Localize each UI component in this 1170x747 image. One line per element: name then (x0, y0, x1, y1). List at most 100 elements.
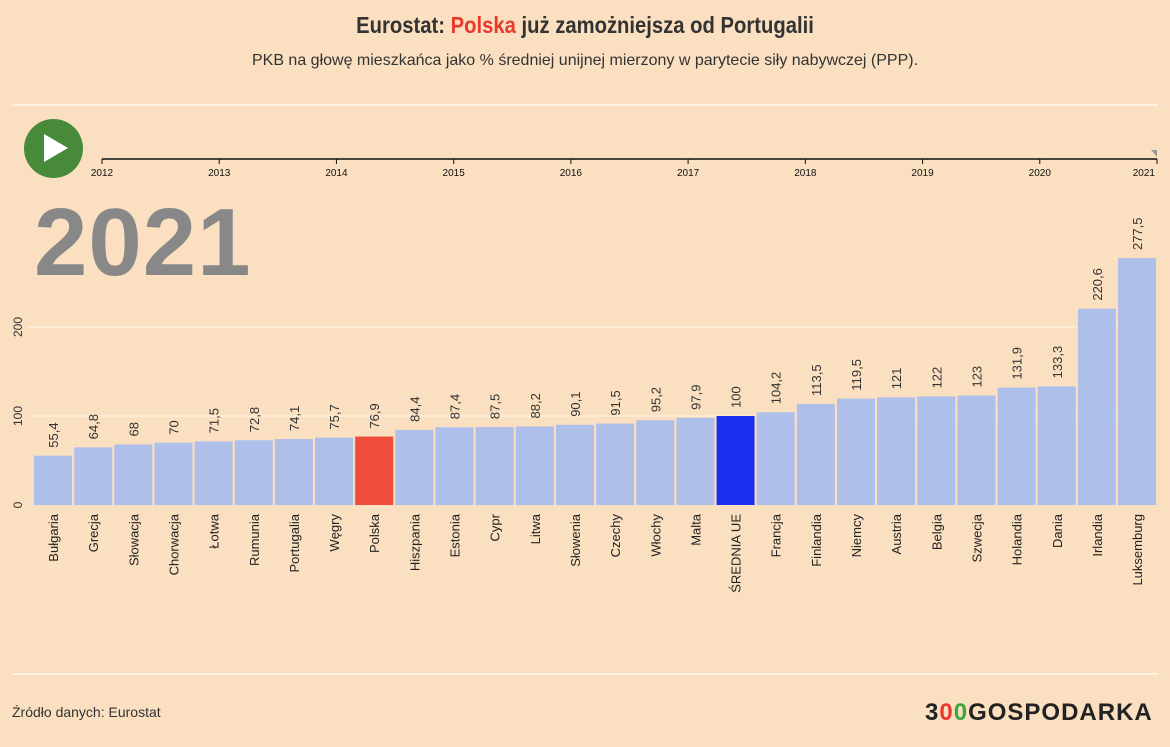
timeline-year-label[interactable]: 2017 (677, 168, 700, 179)
timeline-year-label[interactable]: 2012 (91, 168, 114, 179)
x-tick-label: Cypr (488, 513, 503, 541)
data-label: 68 (126, 422, 141, 436)
play-icon[interactable] (24, 119, 83, 178)
bar-Łotwa (194, 441, 233, 505)
timeline-year-label[interactable]: 2016 (560, 168, 583, 179)
bar-Czechy (596, 423, 635, 505)
data-label: 97,9 (688, 385, 703, 410)
data-label: 95,2 (648, 387, 663, 412)
timeline-year-label[interactable]: 2013 (208, 168, 231, 179)
x-tick-label: Rumunia (247, 513, 262, 566)
data-label: 131,9 (1010, 347, 1025, 380)
timeline-year-label[interactable]: 2018 (794, 168, 817, 179)
timeline-year-label[interactable]: 2015 (443, 168, 466, 179)
x-tick-label: Czechy (608, 514, 623, 558)
x-tick-label: Chorwacja (166, 513, 181, 575)
data-label: 76,9 (367, 403, 382, 428)
bar-Portugalia (274, 439, 313, 505)
data-label: 121 (889, 368, 904, 390)
divider-bottom (12, 673, 1158, 675)
bar-Finlandia (796, 403, 835, 505)
data-label: 72,8 (247, 407, 262, 432)
timeline-year-label[interactable]: 2019 (911, 168, 934, 179)
data-label: 64,8 (86, 414, 101, 439)
x-tick-label: Szwecja (969, 513, 984, 562)
bar-Austria (877, 397, 916, 505)
x-tick-label: Portugalia (287, 513, 302, 572)
x-tick-label: Bułgaria (46, 513, 61, 561)
x-tick-label: Grecja (86, 513, 101, 552)
data-label: 55,4 (46, 422, 61, 447)
data-label: 220,6 (1090, 268, 1105, 301)
bar-Holandia (997, 387, 1036, 505)
data-label: 74,1 (287, 406, 302, 431)
data-label: 87,4 (448, 394, 463, 419)
bar-Węgry (315, 437, 354, 505)
data-label: 71,5 (207, 408, 222, 433)
x-tick-label: Łotwa (207, 513, 222, 548)
bar-Belgia (917, 396, 956, 505)
x-tick-label: Francja (769, 513, 784, 557)
x-tick-label: Dania (1050, 513, 1065, 548)
timeline-year-label[interactable]: 2021 (1133, 168, 1156, 179)
timeline-year-label[interactable]: 2014 (325, 168, 348, 179)
bar-Estonia (435, 427, 474, 505)
timeline-year-label[interactable]: 2020 (1029, 168, 1052, 179)
chart-subtitle: PKB na głowę mieszkańca jako % średniej … (251, 52, 919, 69)
bar-Rumunia (234, 440, 273, 505)
logo: 300GOSPODARKA (925, 699, 1153, 726)
bar-Niemcy (837, 398, 875, 505)
bar-Grecja (74, 447, 113, 505)
timeline-handle[interactable] (1151, 150, 1157, 157)
data-label: 87,5 (488, 394, 503, 419)
bar-Irlandia (1077, 308, 1116, 505)
data-label: 70 (166, 420, 181, 434)
x-tick-label: Belgia (929, 513, 944, 550)
x-tick-label: Luksemburg (1130, 514, 1145, 586)
y-tick-label: 0 (11, 501, 25, 508)
title-highlight: Polska (450, 12, 516, 38)
data-label: 84,4 (407, 397, 422, 422)
data-label: 100 (729, 386, 744, 408)
x-tick-label: Austria (889, 513, 904, 554)
bar-Słowacja (114, 444, 153, 505)
x-tick-label: Malta (688, 513, 703, 546)
x-tick-label: Estonia (448, 513, 463, 557)
data-label: 122 (929, 367, 944, 389)
x-tick-label: Włochy (648, 514, 663, 557)
x-tick-label: Słowacja (126, 513, 141, 566)
bar-Polska (355, 436, 394, 505)
bar-Włochy (636, 420, 675, 505)
x-tick-label: Polska (367, 513, 382, 553)
bar-Cypr (475, 427, 514, 505)
bar-ŚREDNIA UE (716, 416, 755, 505)
bar-Dania (1037, 386, 1076, 505)
data-label: 123 (969, 366, 984, 388)
chart-title: Eurostat: Polska już zamożniejsza od Por… (70, 12, 1100, 39)
divider-top (12, 104, 1158, 106)
data-label: 133,3 (1050, 346, 1065, 379)
bar-Hiszpania (395, 429, 434, 505)
bar-Bułgaria (34, 455, 72, 505)
y-tick-label: 100 (11, 406, 25, 426)
x-tick-label: ŚREDNIA UE (729, 514, 744, 593)
x-tick-label: Niemcy (849, 514, 864, 558)
source-note: Źródło danych: Eurostat (12, 704, 161, 720)
title-prefix: Eurostat: (356, 12, 451, 38)
bar-Malta (676, 417, 715, 505)
data-label: 88,2 (528, 393, 543, 418)
x-tick-label: Litwa (528, 513, 543, 544)
data-label: 75,7 (327, 404, 342, 429)
title-suffix: już zamożniejsza od Portugalii (515, 12, 814, 38)
bar-Luksemburg (1118, 258, 1157, 505)
data-label: 91,5 (608, 390, 623, 415)
x-tick-label: Irlandia (1090, 513, 1105, 556)
data-label: 90,1 (568, 391, 583, 416)
bar-Chorwacja (154, 442, 193, 505)
x-tick-label: Słowenia (568, 513, 583, 567)
x-tick-label: Węgry (327, 514, 342, 552)
data-label: 104,2 (769, 372, 784, 405)
current-year: 2021 (34, 189, 252, 296)
x-tick-label: Finlandia (809, 513, 824, 567)
